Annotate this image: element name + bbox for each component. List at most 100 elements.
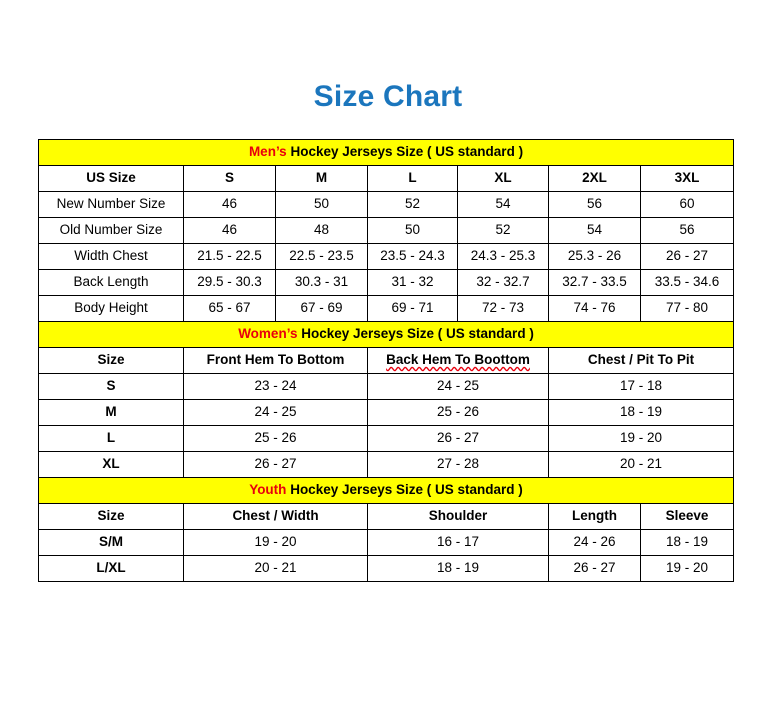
table-row: L/XL 20 - 21 18 - 19 26 - 27 19 - 20: [38, 555, 734, 583]
column-header-womens-3: Chest / Pit To Pit: [548, 347, 734, 375]
row-label-womens-3: XL: [38, 451, 184, 479]
cell-womens-1-0: 24 - 25: [183, 399, 368, 427]
column-header-mens-3: L: [367, 165, 458, 193]
row-label-youth-0: S/M: [38, 529, 184, 557]
cell-youth-1-0: 20 - 21: [183, 555, 368, 583]
cell-mens-4-3: 72 - 73: [457, 295, 549, 323]
table-row: Body Height 65 - 67 67 - 69 69 - 71 72 - 73 7…: [38, 295, 734, 323]
cell-youth-0-3: 18 - 19: [640, 529, 734, 557]
size-chart-table: Men’s Hockey Jerseys Size ( US standard …: [38, 139, 734, 583]
section-banner-accent-youth: Youth: [249, 482, 287, 498]
cell-mens-3-1: 30.3 - 31: [275, 269, 368, 297]
column-header-womens-0: Size: [38, 347, 184, 375]
table-row: Old Number Size 46 48 50 52 54 56: [38, 217, 734, 245]
cell-mens-0-5: 60: [640, 191, 734, 219]
cell-youth-0-1: 16 - 17: [367, 529, 549, 557]
cell-mens-3-0: 29.5 - 30.3: [183, 269, 276, 297]
row-label-mens-4: Body Height: [38, 295, 184, 323]
cell-youth-1-3: 19 - 20: [640, 555, 734, 583]
cell-mens-3-2: 31 - 32: [367, 269, 458, 297]
cell-mens-2-4: 25.3 - 26: [548, 243, 641, 271]
section-banner-womens: Women’s Hockey Jerseys Size ( US standar…: [38, 321, 734, 349]
table-row: XL 26 - 27 27 - 28 20 - 21: [38, 451, 734, 479]
row-label-mens-2: Width Chest: [38, 243, 184, 271]
section-banner-rest-womens: Hockey Jerseys Size ( US standard ): [297, 326, 534, 342]
section-banner-accent-womens: Women’s: [238, 326, 298, 342]
row-label-womens-1: M: [38, 399, 184, 427]
cell-mens-2-1: 22.5 - 23.5: [275, 243, 368, 271]
cell-mens-0-4: 56: [548, 191, 641, 219]
section-banner-row-mens: Men’s Hockey Jerseys Size ( US standard …: [38, 139, 734, 167]
column-header-row-youth: Size Chest / Width Shoulder Length Sleeve: [38, 503, 734, 531]
cell-mens-3-5: 33.5 - 34.6: [640, 269, 734, 297]
size-chart-body: Men’s Hockey Jerseys Size ( US standard …: [38, 139, 734, 583]
cell-mens-0-3: 54: [457, 191, 549, 219]
cell-mens-0-0: 46: [183, 191, 276, 219]
cell-mens-2-0: 21.5 - 22.5: [183, 243, 276, 271]
cell-mens-4-5: 77 - 80: [640, 295, 734, 323]
row-label-youth-1: L/XL: [38, 555, 184, 583]
column-header-mens-0: US Size: [38, 165, 184, 193]
section-banner-mens: Men’s Hockey Jerseys Size ( US standard …: [38, 139, 734, 167]
cell-mens-1-0: 46: [183, 217, 276, 245]
cell-mens-1-5: 56: [640, 217, 734, 245]
cell-mens-1-4: 54: [548, 217, 641, 245]
column-header-mens-2: M: [275, 165, 368, 193]
cell-womens-0-2: 17 - 18: [548, 373, 734, 401]
cell-mens-4-4: 74 - 76: [548, 295, 641, 323]
table-row: S/M 19 - 20 16 - 17 24 - 26 18 - 19: [38, 529, 734, 557]
section-banner-rest-youth: Hockey Jerseys Size ( US standard ): [286, 482, 523, 498]
cell-youth-1-1: 18 - 19: [367, 555, 549, 583]
section-banner-youth: Youth Hockey Jerseys Size ( US standard …: [38, 477, 734, 505]
size-chart-container: Men’s Hockey Jerseys Size ( US standard …: [0, 139, 776, 583]
table-row: L 25 - 26 26 - 27 19 - 20: [38, 425, 734, 453]
column-header-youth-1: Chest / Width: [183, 503, 368, 531]
cell-womens-1-1: 25 - 26: [367, 399, 549, 427]
row-label-mens-0: New Number Size: [38, 191, 184, 219]
cell-womens-1-2: 18 - 19: [548, 399, 734, 427]
cell-womens-0-1: 24 - 25: [367, 373, 549, 401]
cell-mens-1-3: 52: [457, 217, 549, 245]
cell-womens-3-1: 27 - 28: [367, 451, 549, 479]
section-banner-row-womens: Women’s Hockey Jerseys Size ( US standar…: [38, 321, 734, 349]
misspelled-word: Back Hem To Boottom: [386, 352, 530, 368]
page-title: Size Chart: [313, 80, 463, 114]
column-header-womens-2: Back Hem To Boottom: [367, 347, 549, 375]
column-header-row-womens: Size Front Hem To Bottom Back Hem To Boott…: [38, 347, 734, 375]
row-label-womens-2: L: [38, 425, 184, 453]
column-header-youth-0: Size: [38, 503, 184, 531]
cell-mens-2-5: 26 - 27: [640, 243, 734, 271]
cell-youth-1-2: 26 - 27: [548, 555, 641, 583]
column-header-mens-5: 2XL: [548, 165, 641, 193]
section-banner-row-youth: Youth Hockey Jerseys Size ( US standard …: [38, 477, 734, 505]
column-header-mens-1: S: [183, 165, 276, 193]
table-row: New Number Size 46 50 52 54 56 60: [38, 191, 734, 219]
row-label-mens-3: Back Length: [38, 269, 184, 297]
row-label-mens-1: Old Number Size: [38, 217, 184, 245]
table-row: S 23 - 24 24 - 25 17 - 18: [38, 373, 734, 401]
cell-youth-0-0: 19 - 20: [183, 529, 368, 557]
cell-mens-0-2: 52: [367, 191, 458, 219]
column-header-youth-3: Length: [548, 503, 641, 531]
cell-womens-2-0: 25 - 26: [183, 425, 368, 453]
column-header-youth-4: Sleeve: [640, 503, 734, 531]
cell-mens-3-4: 32.7 - 33.5: [548, 269, 641, 297]
section-banner-accent-mens: Men’s: [248, 144, 287, 160]
column-header-youth-2: Shoulder: [367, 503, 549, 531]
column-header-row-mens: US Size S M L XL 2XL 3XL: [38, 165, 734, 193]
cell-mens-0-1: 50: [275, 191, 368, 219]
cell-womens-3-0: 26 - 27: [183, 451, 368, 479]
cell-youth-0-2: 24 - 26: [548, 529, 641, 557]
cell-mens-3-3: 32 - 32.7: [457, 269, 549, 297]
column-header-mens-6: 3XL: [640, 165, 734, 193]
cell-womens-3-2: 20 - 21: [548, 451, 734, 479]
column-header-mens-4: XL: [457, 165, 549, 193]
cell-womens-2-2: 19 - 20: [548, 425, 734, 453]
table-row: Back Length 29.5 - 30.3 30.3 - 31 31 - 32 32…: [38, 269, 734, 297]
table-row: M 24 - 25 25 - 26 18 - 19: [38, 399, 734, 427]
cell-womens-0-0: 23 - 24: [183, 373, 368, 401]
cell-mens-2-2: 23.5 - 24.3: [367, 243, 458, 271]
cell-mens-1-2: 50: [367, 217, 458, 245]
cell-mens-4-1: 67 - 69: [275, 295, 368, 323]
cell-mens-4-0: 65 - 67: [183, 295, 276, 323]
